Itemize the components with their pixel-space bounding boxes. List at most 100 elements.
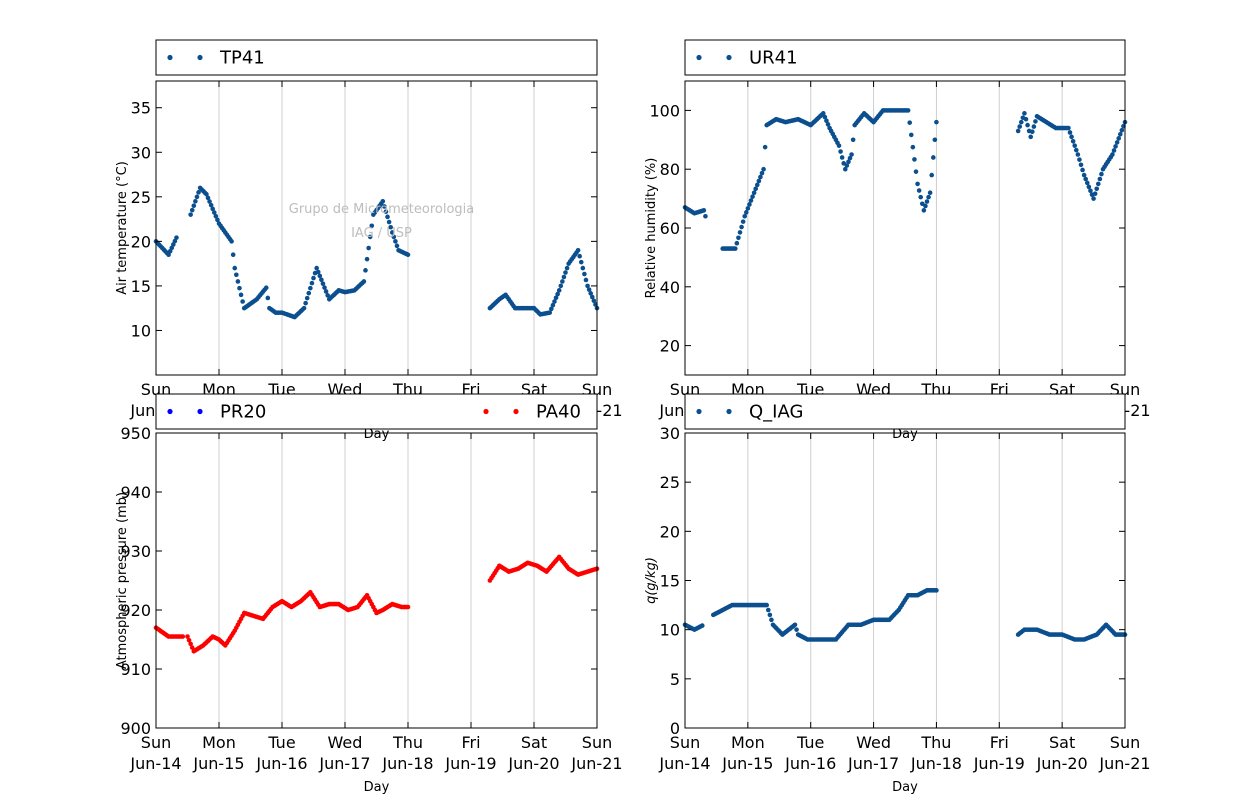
legend-marker: [696, 54, 702, 61]
data-point: [185, 634, 190, 639]
data-point: [1117, 131, 1123, 137]
x-tick-label: Jun-19: [444, 754, 496, 773]
x-tick-label: Jun-15: [721, 754, 773, 773]
data-point: [188, 212, 193, 217]
data-point: [761, 166, 766, 172]
chart-panel-1: 101520253035SunJun-14MonJun-15TueJun-16W…: [115, 80, 623, 442]
data-point: [240, 299, 245, 304]
plot-frame: [684, 80, 1126, 376]
data-point: [758, 174, 763, 180]
data-point: [560, 279, 565, 284]
y-tick-label: 900: [120, 719, 151, 738]
x-axis-label: Day: [892, 780, 918, 795]
y-tick-label: 20: [660, 337, 680, 356]
data-point: [210, 206, 215, 212]
data-point: [1097, 176, 1103, 182]
x-tick-label: Sun: [582, 733, 612, 752]
data-point: [1081, 172, 1087, 178]
y-tick-label: 0: [670, 719, 680, 738]
legend: TP41: [155, 39, 598, 76]
legend-marker: [726, 54, 732, 61]
data-point: [382, 204, 387, 209]
data-point: [204, 191, 209, 197]
data-point: [196, 190, 201, 195]
data-point: [389, 230, 395, 235]
data-point: [737, 230, 743, 235]
x-tick-label: Fri: [990, 733, 1009, 752]
data-point: [794, 627, 799, 632]
data-point: [849, 152, 854, 157]
data-point: [166, 252, 171, 258]
data-point: [591, 298, 597, 304]
data-point: [1091, 196, 1096, 201]
y-axis-label: q(g/kg): [644, 557, 659, 604]
data-point: [927, 190, 933, 196]
x-tick-label: Wed: [328, 733, 363, 752]
data-point: [932, 137, 938, 143]
data-point: [1113, 144, 1118, 149]
data-point: [575, 247, 581, 253]
data-point: [1023, 116, 1029, 122]
data-point: [582, 271, 587, 277]
y-tick-label: 930: [120, 542, 151, 561]
data-point: [303, 300, 308, 306]
data-point: [908, 132, 914, 138]
data-point: [586, 287, 592, 292]
data-point: [306, 290, 312, 296]
data-point: [564, 265, 570, 271]
legend: PR20 PA40: [155, 393, 598, 430]
data-point: [924, 199, 930, 204]
data-point: [169, 245, 175, 251]
data-point: [1114, 140, 1120, 145]
watermark-line-1: Grupo de Micrometeorologia: [289, 202, 475, 217]
data-point: [753, 186, 759, 192]
data-point: [320, 281, 326, 286]
x-tick-label: Jun-21: [570, 754, 622, 773]
chart-panel-4: 0 5 10 15 20 25 30 Sun Jun-14 Mon Jun-15 Tue Jun-16 W…: [644, 424, 1151, 795]
data-point: [366, 245, 371, 251]
data-point: [740, 219, 746, 224]
series-q_iag: [682, 588, 939, 642]
data-point: [552, 299, 557, 304]
data-point: [234, 272, 239, 278]
y-tick-label: 10: [660, 621, 680, 640]
y-tick-label: 950: [120, 424, 151, 443]
data-point: [304, 295, 310, 301]
data-point: [824, 118, 829, 123]
data-point: [1088, 188, 1093, 194]
legend-marker: [197, 54, 203, 61]
data-point: [1086, 184, 1092, 190]
y-tick-label: 35: [131, 99, 151, 118]
data-point: [915, 181, 920, 187]
data-point: [836, 143, 842, 148]
data-point: [905, 108, 911, 113]
x-tick-label: Mon: [731, 733, 765, 752]
legend-label: TP41: [219, 48, 265, 69]
y-tick-label: 25: [131, 188, 151, 207]
data-point: [394, 243, 400, 249]
data-point: [380, 198, 386, 204]
x-tick-label: Jun-16: [784, 754, 836, 773]
data-point: [393, 239, 398, 244]
data-point: [1067, 130, 1073, 135]
data-point: [756, 178, 762, 184]
data-point: [701, 208, 707, 213]
series-pa40: [487, 554, 600, 583]
legend-marker: [167, 54, 173, 61]
data-point: [839, 155, 845, 160]
data-point: [912, 157, 917, 162]
data-point: [186, 637, 192, 643]
data-point: [213, 213, 219, 219]
data-point: [194, 194, 200, 200]
series-tp41: [153, 185, 411, 320]
data-point: [1080, 167, 1085, 173]
data-point: [916, 188, 922, 193]
data-point: [822, 114, 828, 120]
data-point: [1084, 180, 1090, 186]
data-point: [743, 210, 749, 215]
x-axis-label: Day: [364, 427, 390, 442]
data-point: [188, 641, 193, 647]
data-point: [238, 292, 244, 298]
x-tick-label: Jun-18: [381, 754, 433, 773]
data-point: [319, 277, 324, 283]
